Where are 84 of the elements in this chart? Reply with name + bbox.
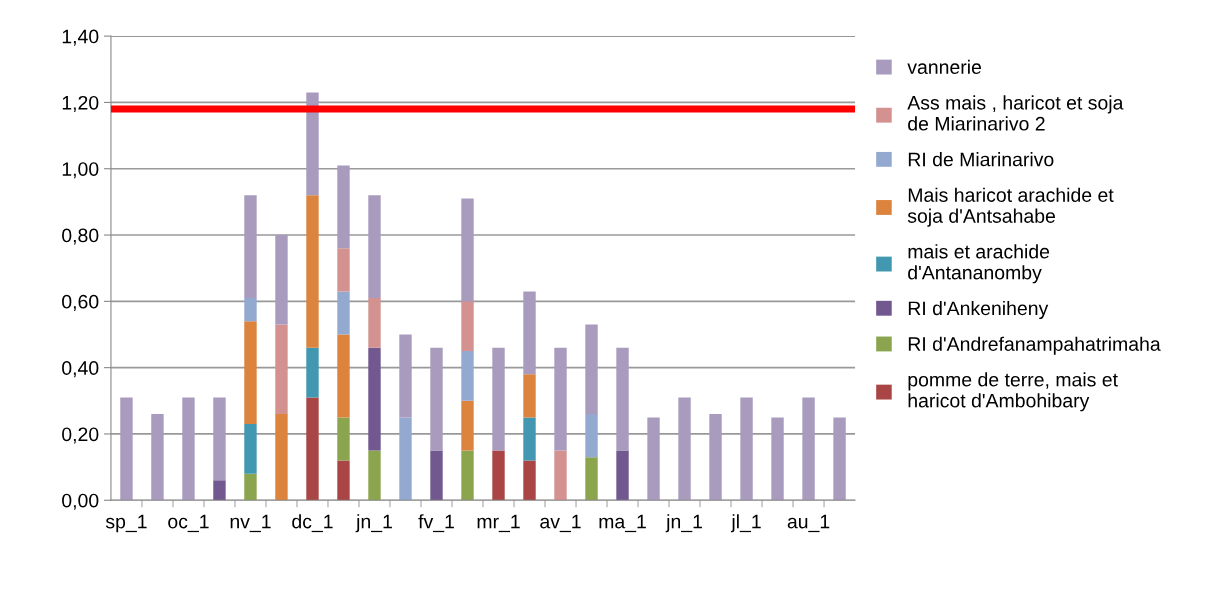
bar bbox=[182, 397, 195, 501]
legend-label: mais et arachide d'Antananomby bbox=[908, 244, 1050, 284]
bar bbox=[461, 351, 474, 401]
x-tick-label: jn_1 bbox=[665, 514, 702, 533]
bar bbox=[306, 195, 319, 348]
x-tick-label: mr_1 bbox=[477, 514, 520, 533]
y-tick-label: 1,20 bbox=[62, 95, 99, 112]
bar bbox=[337, 248, 350, 292]
bar bbox=[368, 298, 381, 348]
legend-label: Mais haricot arachide et soja d'Antsahabe bbox=[907, 187, 1114, 227]
bar bbox=[306, 92, 319, 196]
bar bbox=[461, 301, 474, 352]
legend-label: pomme de terre, mais et haricot d'Ambohibary bbox=[908, 372, 1118, 412]
bar bbox=[616, 347, 629, 451]
bar bbox=[740, 397, 753, 501]
bar bbox=[430, 347, 443, 451]
legend-label: RI d'Andrefanampahatrimaha bbox=[908, 336, 1161, 355]
bar bbox=[337, 460, 350, 501]
bar bbox=[647, 417, 660, 501]
x-tick-label: au_1 bbox=[787, 514, 830, 533]
bar bbox=[461, 198, 474, 302]
bar bbox=[337, 291, 350, 335]
bar bbox=[275, 324, 288, 415]
x-tick-label: nv_1 bbox=[230, 514, 271, 533]
bar bbox=[523, 291, 536, 375]
bar bbox=[244, 195, 257, 299]
legend-label: vannerie bbox=[907, 59, 982, 75]
bar bbox=[833, 417, 846, 501]
bar bbox=[585, 324, 598, 415]
bar bbox=[554, 347, 567, 451]
legend-label: RI de Miarinarivo bbox=[908, 152, 1054, 167]
x-tick-label: jn_1 bbox=[355, 514, 392, 533]
y-tick-label: 0,00 bbox=[62, 493, 99, 510]
legend-label: RI d'Ankeniheny bbox=[908, 300, 1049, 320]
bar bbox=[616, 450, 629, 501]
bar bbox=[709, 414, 722, 501]
legend-label: Ass mais , haricot et soja de Miarinarivo 2 bbox=[907, 95, 1124, 131]
bar bbox=[337, 334, 350, 418]
x-tick-label: sp_1 bbox=[105, 514, 147, 533]
y-tick-label: 0,60 bbox=[62, 294, 99, 311]
y-tick-label: 0,20 bbox=[62, 427, 99, 444]
bar bbox=[585, 414, 598, 458]
bar bbox=[244, 321, 257, 425]
y-tick-label: 0,80 bbox=[62, 228, 99, 245]
bar bbox=[368, 347, 381, 451]
bar bbox=[802, 397, 815, 501]
bar bbox=[492, 450, 505, 501]
bar bbox=[523, 374, 536, 418]
bar bbox=[461, 400, 474, 451]
bar bbox=[771, 417, 784, 501]
bar bbox=[120, 397, 133, 501]
bar bbox=[523, 417, 536, 461]
y-tick-label: 1,00 bbox=[62, 162, 99, 179]
bar bbox=[275, 414, 288, 501]
bar bbox=[492, 347, 505, 451]
x-tick-label: ma_1 bbox=[599, 514, 646, 533]
bar bbox=[244, 298, 257, 322]
bar bbox=[213, 397, 226, 481]
bar bbox=[275, 235, 288, 325]
bar bbox=[306, 397, 319, 501]
bar bbox=[244, 473, 257, 501]
bar bbox=[368, 450, 381, 501]
bar bbox=[430, 450, 443, 501]
bar bbox=[461, 450, 474, 501]
bar bbox=[399, 417, 412, 501]
x-tick-label: fv_1 bbox=[418, 514, 454, 533]
bar bbox=[151, 414, 164, 501]
x-tick-label: jl_1 bbox=[730, 514, 761, 533]
bar bbox=[585, 457, 598, 501]
x-tick-label: oc_1 bbox=[168, 514, 209, 533]
bar bbox=[554, 450, 567, 501]
x-tick-label: dc_1 bbox=[292, 514, 333, 533]
bar bbox=[306, 347, 319, 398]
x-tick-label: av_1 bbox=[540, 514, 581, 533]
bar bbox=[213, 480, 226, 501]
y-tick-label: 1,40 bbox=[62, 29, 99, 46]
bar bbox=[678, 397, 691, 501]
bar bbox=[368, 195, 381, 299]
y-tick-label: 0,40 bbox=[62, 361, 99, 378]
bar bbox=[523, 460, 536, 501]
bar bbox=[399, 334, 412, 418]
bar bbox=[337, 417, 350, 461]
bar bbox=[337, 165, 350, 249]
bar bbox=[244, 424, 257, 474]
